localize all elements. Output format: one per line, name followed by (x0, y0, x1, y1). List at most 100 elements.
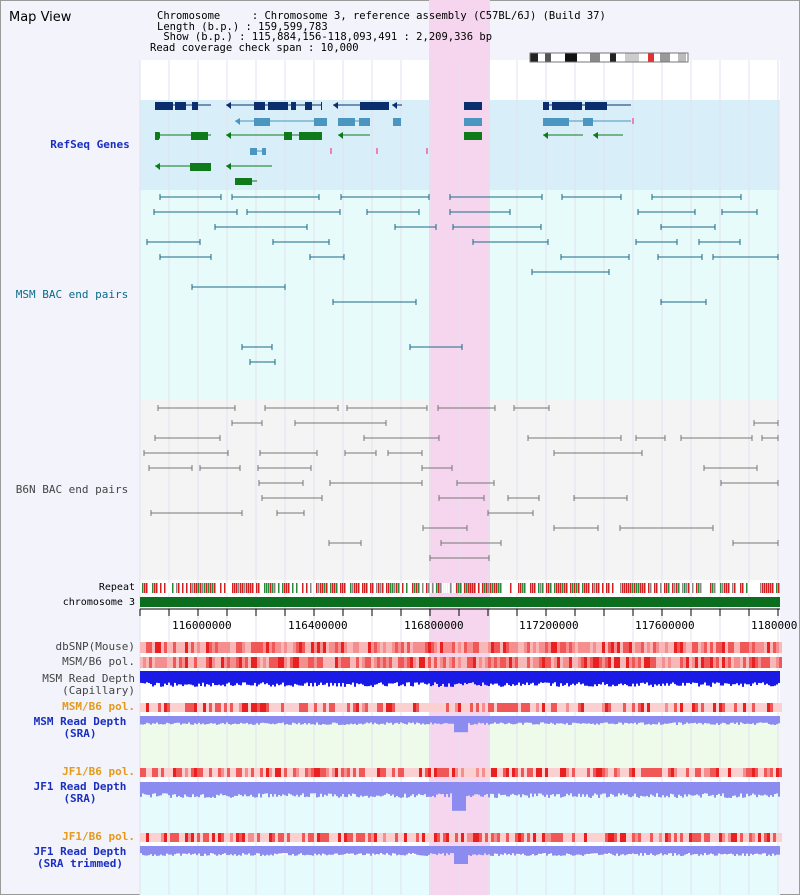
msm-b6-pol-cell (191, 657, 194, 668)
jf1-depth-sra-bar (654, 782, 656, 797)
jf1-depth-sra-bar (454, 782, 456, 811)
jf1-b6-pol-cell (221, 768, 224, 777)
track-label-msm-b6-pol-2[interactable]: MSM/B6 pol. (62, 700, 135, 713)
repeat-mark (634, 583, 636, 593)
jf1-b6-pol2-cell (482, 833, 485, 842)
msm-b6-pol2-cell (416, 703, 419, 712)
msm-depth-sra-bar (546, 716, 548, 724)
msm-b6-pol2-cell (668, 703, 671, 712)
jf1-b6-pol2-cell (710, 833, 713, 842)
msm-b6-pol2-cell (275, 703, 278, 712)
jf1-depth-trim-bar (434, 846, 436, 854)
jf1-b6-pol2-cell (542, 833, 545, 842)
msm-b6-pol2-cell (248, 703, 251, 712)
jf1-depth-trim-bar (586, 846, 588, 854)
track-label-jf1-depth-trimmed[interactable]: JF1 Read Depth (SRA trimmed) (33, 845, 127, 870)
repeat-mark (288, 583, 290, 593)
jf1-depth-trim-bar (452, 846, 454, 854)
msm-depth-capillary-bar (712, 671, 714, 683)
msm-depth-capillary-bar (492, 671, 494, 685)
dbsnp-cell (524, 642, 527, 653)
msm-b6-pol2-cell (539, 703, 542, 712)
jf1-depth-trim-bar (482, 846, 484, 856)
msm-b6-pol-cell (383, 657, 386, 668)
jf1-b6-pol-cell (251, 768, 254, 777)
jf1-b6-pol2-cell (566, 833, 569, 842)
repeat-mark (672, 583, 674, 593)
jf1-depth-sra-bar (470, 782, 472, 798)
jf1-depth-trim-bar (464, 846, 466, 864)
jf1-depth-sra-bar (232, 782, 234, 798)
dbsnp-cell (254, 642, 257, 653)
track-label-jf1-depth-sra[interactable]: JF1 Read Depth (SRA) (33, 780, 127, 805)
track-label-msm-bac[interactable]: MSM BAC end pairs (15, 288, 129, 301)
track-label-msm-depth-sra[interactable]: MSM Read Depth (SRA) (33, 715, 127, 740)
jf1-depth-sra-bar (490, 782, 492, 794)
msm-depth-sra-bar (768, 716, 770, 724)
jf1-b6-pol-cell (179, 768, 182, 777)
repeat-mark (610, 583, 612, 593)
gene-exon (359, 118, 370, 126)
dbsnp-cell (185, 642, 188, 653)
track-label-msm-b6-pol[interactable]: MSM/B6 pol. (62, 655, 135, 668)
jf1-depth-sra-bar (158, 782, 160, 796)
jf1-depth-sra-bar (396, 782, 398, 796)
msm-b6-pol-cell (452, 657, 455, 668)
jf1-depth-sra-bar (206, 782, 208, 798)
dbsnp-cell (251, 642, 254, 653)
repeat-mark (160, 583, 162, 593)
msm-b6-pol2-cell (563, 703, 566, 712)
jf1-b6-pol-cell (200, 768, 203, 777)
jf1-depth-sra-bar (160, 782, 162, 796)
jf1-depth-trim-bar (148, 846, 150, 856)
jf1-b6-pol2-cell (215, 833, 218, 842)
msm-depth-sra-bar (556, 716, 558, 724)
jf1-depth-trim-bar (338, 846, 340, 855)
dbsnp-cell (374, 642, 377, 653)
msm-depth-sra-bar (302, 716, 304, 725)
ideogram-band (648, 53, 654, 62)
msm-depth-capillary-bar (434, 671, 436, 683)
jf1-depth-trim-bar (180, 846, 182, 856)
repeat-mark (156, 583, 158, 593)
track-label-refseq[interactable]: RefSeq Genes (50, 138, 130, 151)
msm-b6-pol-cell (557, 657, 560, 668)
jf1-depth-sra-bar (198, 782, 200, 798)
msm-b6-pol-cell (428, 657, 431, 668)
repeat-mark (252, 583, 254, 593)
track-label-msm-depth-capillary[interactable]: MSM Read Depth (Capillary) (42, 672, 135, 697)
msm-depth-capillary-bar (376, 671, 378, 685)
msm-depth-sra-bar (300, 716, 302, 725)
jf1-depth-sra-bar (444, 782, 446, 797)
jf1-depth-trim-bar (250, 846, 252, 856)
track-label-jf1-b6-pol[interactable]: JF1/B6 pol. (62, 765, 135, 778)
jf1-b6-pol2-cell (140, 833, 143, 842)
msm-b6-pol2-cell (623, 703, 626, 712)
msm-b6-pol-cell (206, 657, 209, 668)
msm-b6-pol-cell (185, 657, 188, 668)
jf1-b6-pol-cell (551, 768, 554, 777)
jf1-b6-pol2-cell (626, 833, 629, 842)
jf1-b6-pol2-cell (698, 833, 701, 842)
repeat-mark (324, 583, 326, 593)
repeat-mark (722, 583, 724, 593)
dbsnp-cell (689, 642, 692, 653)
msm-depth-capillary-bar (338, 671, 340, 684)
jf1-depth-trim-bar (608, 846, 610, 854)
track-label-b6n-bac[interactable]: B6N BAC end pairs (15, 483, 129, 496)
jf1-b6-pol2-cell (659, 833, 662, 842)
msm-depth-sra-bar (258, 716, 260, 725)
msm-depth-sra-bar (648, 716, 650, 724)
jf1-depth-trim-bar (664, 846, 666, 855)
jf1-b6-pol2-cell (539, 833, 542, 842)
jf1-b6-pol-cell (476, 768, 479, 777)
msm-depth-sra-bar (406, 716, 408, 725)
repeat-mark (692, 583, 694, 593)
msm-depth-capillary-bar (180, 671, 182, 685)
track-label-dbsnp[interactable]: dbSNP(Mouse) (55, 640, 135, 653)
msm-depth-sra-bar (618, 716, 620, 723)
msm-depth-capillary-bar (232, 671, 234, 686)
msm-depth-capillary-bar (644, 671, 646, 684)
track-label-jf1-b6-pol-2[interactable]: JF1/B6 pol. (62, 830, 135, 843)
